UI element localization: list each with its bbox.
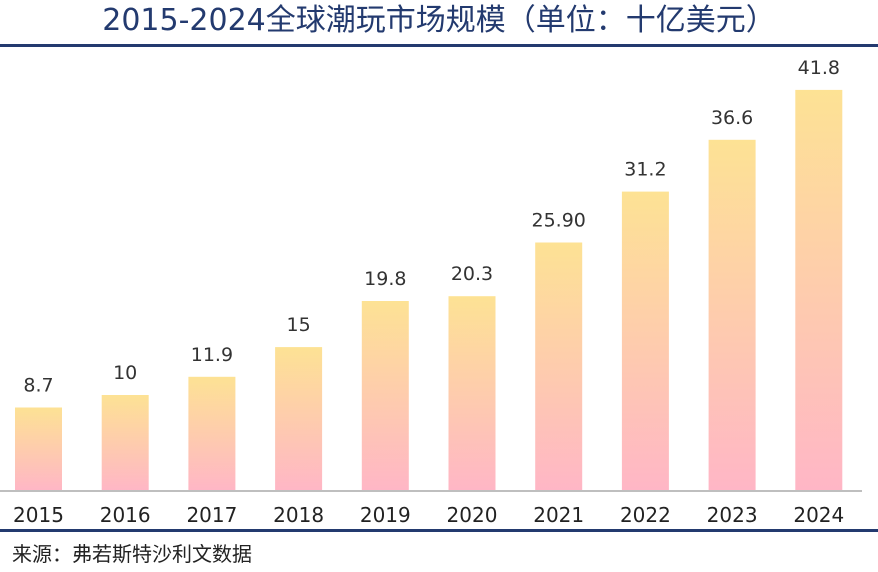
chart-title: 2015-2024全球潮玩市场规模（单位：十亿美元） <box>102 3 776 38</box>
value-label-2015: 8.7 <box>23 375 53 397</box>
category-label-2017: 2017 <box>186 503 237 527</box>
value-label-2021: 25.90 <box>531 210 585 232</box>
category-label-2015: 2015 <box>13 503 64 527</box>
bar-2017 <box>188 376 236 491</box>
title-rule <box>0 44 878 47</box>
value-label-2018: 15 <box>287 314 311 336</box>
value-label-2017: 11.9 <box>191 344 233 366</box>
category-labels-group: 2015 2016 2017 2018 2019 2020 2021 2022 2023 2024 <box>13 503 844 527</box>
bar-2018 <box>275 347 323 491</box>
bar-2016 <box>101 395 149 491</box>
category-label-2021: 2021 <box>533 503 584 527</box>
category-label-2019: 2019 <box>360 503 411 527</box>
bar-2015 <box>15 407 62 491</box>
value-labels-group: 8.7 10 11.9 15 19.8 20.3 25.90 31.2 36.6 41.8 <box>23 57 840 397</box>
bar-2020 <box>448 296 496 491</box>
value-label-2024: 41.8 <box>798 57 840 79</box>
category-label-2018: 2018 <box>273 503 324 527</box>
category-label-2023: 2023 <box>707 503 758 527</box>
category-label-2020: 2020 <box>447 503 498 527</box>
bar-2019 <box>361 301 409 491</box>
value-label-2020: 20.3 <box>451 263 493 285</box>
source-rule <box>0 529 878 532</box>
category-label-2022: 2022 <box>620 503 671 527</box>
value-label-2016: 10 <box>113 362 137 384</box>
bar-2021 <box>535 242 583 491</box>
value-label-2023: 36.6 <box>711 107 753 129</box>
value-label-2019: 19.8 <box>364 268 406 290</box>
category-label-2024: 2024 <box>793 503 844 527</box>
bar-2022 <box>621 191 669 491</box>
bars-group <box>15 89 843 492</box>
source-note: 来源：弗若斯特沙利文数据 <box>12 542 252 566</box>
category-label-2016: 2016 <box>100 503 151 527</box>
bar-2023 <box>708 139 756 492</box>
value-label-2022: 31.2 <box>624 159 666 181</box>
bar-2024 <box>795 89 843 492</box>
